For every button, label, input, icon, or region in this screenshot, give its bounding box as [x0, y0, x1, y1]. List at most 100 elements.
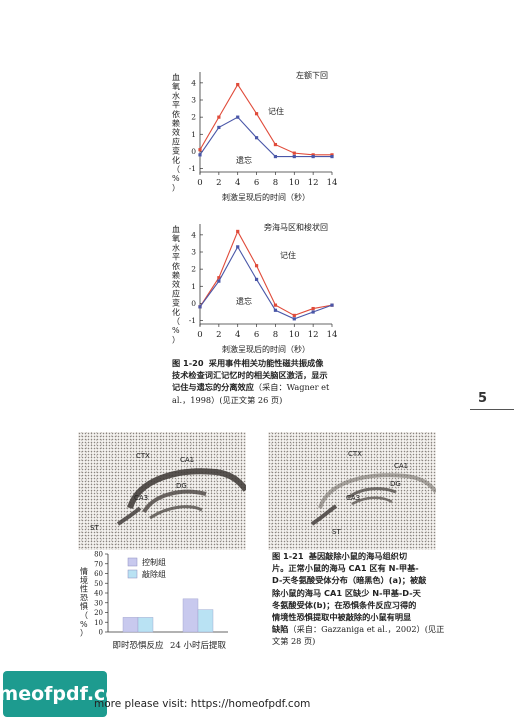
- data-point: [273, 142, 278, 147]
- y-axis-label-char: 应: [172, 136, 180, 146]
- data-point: [292, 151, 296, 155]
- y-tick-label: -1: [189, 316, 196, 325]
- y-axis-label-char: 变: [172, 146, 180, 156]
- x-tick-label: 0: [197, 330, 202, 340]
- bar: [182, 598, 199, 633]
- y-tick-label: 0: [191, 147, 196, 156]
- y-axis-label-char: %: [80, 620, 88, 629]
- data-point: [198, 148, 202, 152]
- figure-label: 图 1-20: [172, 358, 204, 368]
- y-axis-label-char: 平: [172, 253, 180, 262]
- x-tick-label: 2: [216, 178, 221, 188]
- bar: [122, 617, 139, 633]
- caption-line: （采自：Gazzaniga et al.，2002）(见正: [288, 624, 445, 635]
- y-tick-label: 30: [94, 599, 103, 607]
- data-point: [330, 153, 334, 157]
- data-point: [254, 277, 259, 282]
- footer-link[interactable]: more please visit: https://homeofpdf.com: [94, 698, 311, 710]
- y-tick-label: -1: [189, 164, 196, 173]
- y-tick-label: 4: [191, 230, 196, 239]
- caption-line: D-天冬氨酸受体分布（暗黑色）(a)；被敲: [272, 575, 427, 586]
- chart-title: 旁海马区和梭状回: [264, 222, 328, 232]
- ctx-label: CTX: [136, 452, 150, 460]
- chart-title: 左额下回: [296, 70, 328, 80]
- y-tick-label: 3: [191, 96, 196, 105]
- series-line: [199, 230, 333, 317]
- caption-line: 技术检查词汇记忆时的相关脑区激活，显示: [172, 370, 328, 381]
- data-point: [254, 136, 259, 140]
- caption-line: 文第 28 页): [272, 636, 316, 647]
- y-tick-label: 4: [191, 78, 196, 87]
- data-point: [292, 313, 296, 318]
- y-axis-label-char: 性: [80, 584, 88, 594]
- dg-label: DG: [176, 482, 187, 490]
- data-point: [311, 306, 315, 311]
- histology-section-a: CTX CA1 DG CA3 ST: [78, 432, 246, 550]
- y-tick-label: 2: [191, 265, 196, 274]
- category-label: 即时恐惧反应: [112, 640, 164, 651]
- page-number-rule: [470, 409, 514, 410]
- y-axis-label-char: 氧: [172, 233, 180, 243]
- hippocampus-shape: [310, 473, 436, 526]
- caption-line: 采用事件相关功能性磁共振成像: [208, 358, 324, 368]
- caption-line: 冬氨酸受体(b)；在恐惧条件反应习得的: [272, 599, 417, 610]
- y-axis-label-char: ）: [172, 335, 180, 344]
- y-axis-label-char: 应: [172, 288, 180, 298]
- st-label: ST: [332, 528, 341, 536]
- data-point: [198, 153, 202, 157]
- data-point: [273, 154, 278, 159]
- y-axis-label-char: 依: [172, 109, 180, 119]
- y-axis-label-char: 恐: [80, 593, 88, 602]
- data-point: [217, 125, 221, 130]
- y-axis-label-char: 水: [172, 90, 180, 100]
- st-label: ST: [90, 524, 99, 532]
- y-tick-label: 1: [191, 282, 196, 291]
- caption-line: 情境性恐惧提取中被敲除的小鼠有明显: [272, 612, 412, 623]
- y-axis-label-char: （: [80, 611, 88, 620]
- y-axis-label-char: 情: [80, 566, 88, 576]
- x-tick-label: 0: [197, 178, 202, 188]
- y-axis-label-char: 化: [172, 307, 180, 317]
- x-axis-label: 刺激呈现后的时间（秒）: [222, 344, 310, 354]
- hippocampus-shape: [116, 468, 246, 526]
- y-tick-label: 80: [94, 551, 103, 559]
- y-axis-label-char: ）: [80, 629, 88, 638]
- homeofpdf-logo[interactable]: homeofpdf.com: [0, 671, 138, 717]
- y-tick-label: 3: [191, 248, 196, 257]
- y-axis-label-char: 血: [172, 72, 180, 82]
- y-axis-label-char: 平: [172, 101, 180, 110]
- x-tick-label: 6: [254, 330, 259, 340]
- chart-contextual-fear: 情境性恐惧（%） 0 10 20 30 40 50 60 70 80 即时恐惧反应 24 小时后提取控…: [78, 550, 258, 662]
- legend-label: 控制组: [142, 557, 166, 567]
- y-axis-label-char: 氧: [172, 81, 180, 91]
- y-tick-label: 20: [94, 609, 103, 617]
- y-tick-label: 2: [191, 113, 196, 122]
- y-axis-label-char: 惧: [80, 601, 88, 611]
- y-axis-label-char: （: [172, 317, 180, 326]
- x-tick-label: 10: [289, 178, 300, 188]
- data-point: [217, 279, 221, 283]
- category-label: 24 小时后提取: [170, 640, 227, 651]
- caption-line: （采自：Wagner et: [253, 382, 330, 393]
- x-tick-label: 12: [308, 330, 319, 340]
- series-line: [199, 245, 333, 320]
- y-tick-label: 50: [94, 580, 103, 588]
- x-tick-label: 4: [235, 330, 240, 340]
- data-point: [311, 310, 315, 314]
- x-tick-label: 4: [235, 178, 240, 188]
- x-tick-label: 6: [254, 178, 259, 188]
- y-axis-label-char: 效: [172, 127, 180, 137]
- y-axis-label-char: %: [172, 174, 180, 183]
- data-point: [292, 317, 296, 321]
- series-line: [199, 83, 332, 156]
- chart-parahippocampal: 血氧水平依赖效应变化（%） -1 0 1 2 3 4 0 2 4 6 8 10 12 14 刺激呈现后的时间（…: [168, 218, 348, 358]
- data-point: [198, 305, 202, 309]
- x-tick-label: 14: [327, 330, 338, 340]
- data-point: [236, 115, 240, 119]
- y-axis-label-char: 依: [172, 261, 180, 271]
- ca1-label: CA1: [180, 456, 195, 464]
- y-axis-label-char: 赖: [172, 118, 180, 128]
- x-tick-label: 8: [273, 178, 278, 188]
